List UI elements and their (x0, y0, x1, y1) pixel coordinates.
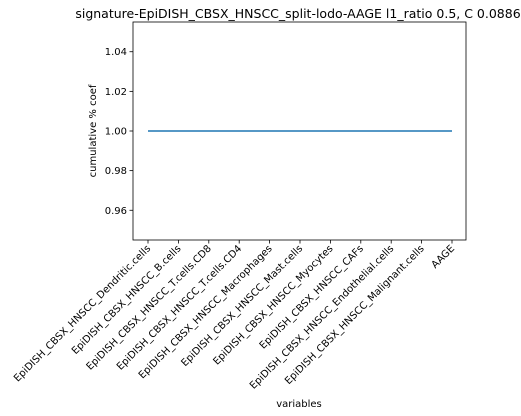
y-axis-label: cumulative % coef (88, 84, 99, 177)
x-axis-label: variables (276, 399, 322, 410)
chart-title: signature-EpiDISH_CBSX_HNSCC_split-lodo-… (75, 6, 520, 21)
x-tick-label: EpiDISH_CBSX_HNSCC_Malignant.cells (283, 243, 427, 387)
x-axis: EpiDISH_CBSX_HNSCC_Dendritic.cellsEpiDIS… (12, 240, 457, 392)
x-tick-label: EpiDISH_CBSX_HNSCC_B.cells (70, 243, 184, 357)
y-tick-label: 0.96 (105, 206, 127, 217)
y-axis: 0.96 0.98 1.00 1.02 1.04 (105, 47, 133, 217)
x-tick-label: AAGE (430, 243, 457, 270)
x-tick-label: EpiDISH_CBSX_HNSCC_Endothelial.cells (248, 243, 396, 391)
y-tick-label: 1.00 (105, 127, 127, 138)
y-tick-label: 1.02 (105, 87, 127, 98)
y-tick-label: 0.98 (105, 166, 127, 177)
y-tick-label: 1.04 (105, 47, 127, 58)
